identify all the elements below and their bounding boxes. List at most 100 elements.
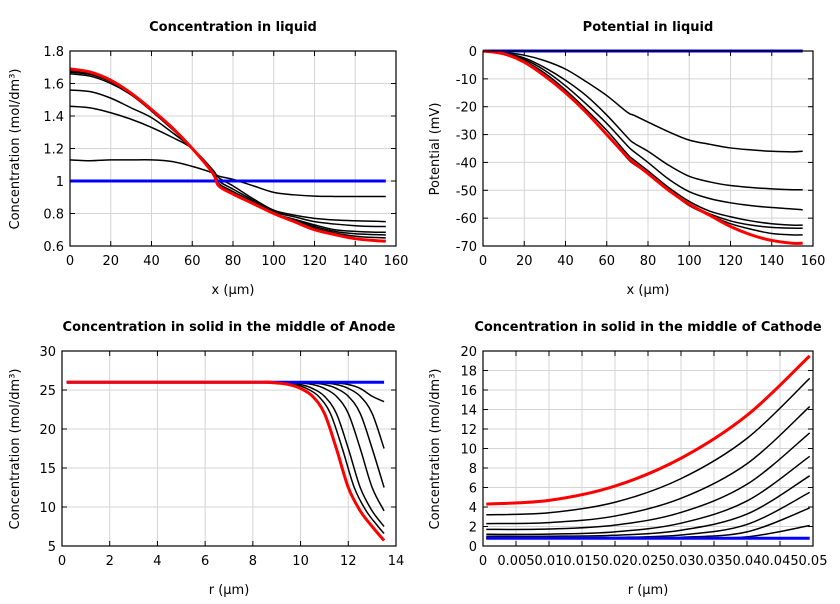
series-line	[66, 381, 385, 488]
x-tick-label: 0.03	[667, 554, 696, 569]
y-tick-label: 10	[39, 501, 56, 516]
x-tick-label: 0.04	[733, 554, 762, 569]
y-tick-label: 16	[460, 384, 477, 399]
x-tick-label: 14	[388, 554, 405, 569]
x-axis-label: x (µm)	[212, 283, 255, 298]
y-tick-label: 2	[469, 521, 477, 536]
series-line	[66, 381, 385, 527]
y-tick-label: 0	[469, 45, 477, 60]
series-line	[66, 381, 385, 535]
series-line	[69, 89, 386, 228]
y-tick-label: 5	[48, 540, 56, 555]
x-tick-label: 60	[598, 254, 615, 269]
y-tick-label: 12	[460, 423, 477, 438]
x-tick-label: 0	[479, 554, 487, 569]
y-tick-label: 0	[469, 540, 477, 555]
plot-frame	[482, 350, 814, 547]
y-tick-label: 25	[39, 384, 56, 399]
y-tick-label: -20	[456, 101, 477, 116]
x-tick-label: 8	[249, 554, 257, 569]
series-line	[69, 69, 386, 239]
y-tick-label: 1.6	[43, 78, 64, 93]
y-axis-label: Concentration (mol/dm³)	[8, 69, 23, 230]
x-tick-label: 160	[801, 254, 826, 269]
series-line-final	[482, 49, 803, 245]
x-tick-label: 0.05	[799, 554, 828, 569]
x-tick-label: 100	[261, 254, 286, 269]
y-tick-label: 1.8	[43, 45, 64, 60]
y-tick-label: 1.2	[43, 143, 64, 158]
chart-title-cathode-solid: Concentration in solid in the middle of …	[474, 320, 822, 335]
y-tick-label: 0.8	[43, 208, 64, 223]
x-tick-label: 0.015	[563, 554, 600, 569]
x-tick-label: 140	[343, 254, 368, 269]
x-tick-label: 60	[184, 254, 201, 269]
y-tick-label: 15	[39, 462, 56, 477]
y-tick-label: -50	[456, 184, 477, 199]
x-tick-label: 0.025	[629, 554, 666, 569]
y-tick-label: 20	[460, 345, 477, 360]
x-tick-label: 0	[66, 254, 74, 269]
plot-frame	[61, 350, 397, 547]
y-tick-label: 4	[469, 501, 477, 516]
x-tick-label: 20	[516, 254, 533, 269]
y-tick-label: 14	[460, 404, 477, 419]
plot-liquid-potential: 0 20 40 60 80 100 120 140 160 -70 -60 -50 -40 -30 -20 -…	[456, 45, 826, 269]
x-tick-label: 80	[225, 254, 242, 269]
series-line	[482, 50, 803, 191]
chart-title-liquid-potential: Potential in liquid	[583, 20, 714, 35]
y-tick-label: 6	[469, 482, 477, 497]
x-tick-label: 0.045	[761, 554, 798, 569]
y-tick-label: 18	[460, 365, 477, 380]
x-tick-label: 0.02	[601, 554, 630, 569]
series-line	[486, 406, 811, 525]
series-line	[486, 377, 811, 516]
y-tick-label: -70	[456, 240, 477, 255]
x-tick-label: 0	[58, 554, 66, 569]
y-tick-label: -10	[456, 73, 477, 88]
plot-frame	[69, 50, 397, 247]
x-tick-label: 4	[153, 554, 161, 569]
x-tick-label: 6	[201, 554, 209, 569]
x-tick-label: 40	[557, 254, 574, 269]
series-line	[486, 455, 811, 536]
x-tick-label: 2	[106, 554, 114, 569]
x-tick-label: 0.01	[535, 554, 564, 569]
y-tick-label: 1	[56, 175, 64, 190]
plot-frame	[482, 50, 814, 247]
x-axis-label: r (µm)	[628, 583, 669, 598]
chart-title-liquid-concentration: Concentration in liquid	[149, 20, 317, 35]
series-line	[486, 432, 811, 531]
series-line-final	[66, 380, 386, 542]
x-axis-label: r (µm)	[209, 583, 250, 598]
x-tick-label: 0	[479, 254, 487, 269]
series-line	[482, 50, 803, 211]
x-tick-label: 0.005	[497, 554, 534, 569]
y-tick-label: 20	[39, 423, 56, 438]
x-tick-label: 120	[718, 254, 743, 269]
y-axis-label: Concentration (mol/dm³)	[428, 369, 443, 530]
x-axis-label: x (µm)	[627, 283, 670, 298]
series-line-final	[486, 354, 811, 506]
y-tick-label: -30	[456, 129, 477, 144]
series-line	[482, 50, 803, 226]
x-tick-label: 120	[302, 254, 327, 269]
series-line	[69, 71, 386, 236]
series-line	[69, 105, 386, 223]
y-axis-label: Potential (mV)	[428, 103, 443, 196]
chart-title-anode-solid: Concentration in solid in the middle of …	[63, 320, 396, 335]
x-tick-label: 100	[677, 254, 702, 269]
series-line-final	[69, 67, 386, 243]
y-tick-label: 0.6	[43, 240, 64, 255]
y-tick-label: -60	[456, 212, 477, 227]
x-tick-label: 160	[384, 254, 409, 269]
x-tick-label: 80	[640, 254, 657, 269]
series-line	[486, 475, 811, 538]
plot-anode-solid: 0 2 4 6 8 10 12 14 5 10 15 20 25 30	[39, 345, 404, 569]
series-line	[482, 50, 803, 153]
plot-liquid-concentration: 0 20 40 60 80 100 120 140 160 0.6 0.8 1 1.2 1.4 1.6 1.8	[43, 45, 408, 269]
plot-cathode-solid: 0 0.005 0.01 0.015 0.02 0.025 0.03 0.035 0.04 0.0…	[460, 345, 827, 569]
y-tick-label: -40	[456, 156, 477, 171]
y-tick-label: 10	[460, 443, 477, 458]
